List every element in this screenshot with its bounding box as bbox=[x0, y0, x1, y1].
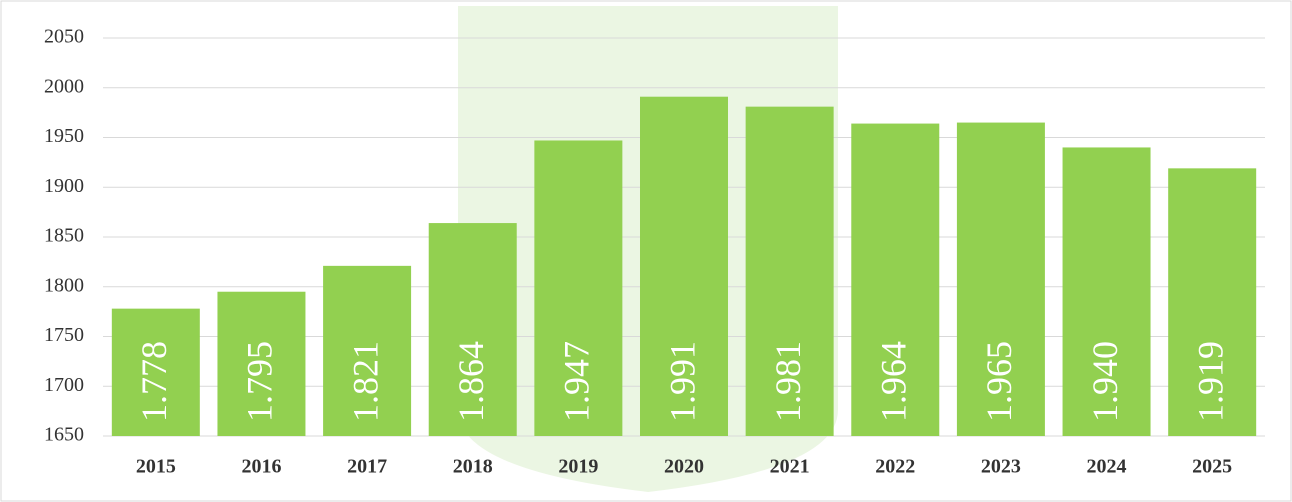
y-tick-label: 1700 bbox=[44, 374, 84, 396]
x-tick-label: 2022 bbox=[875, 456, 915, 478]
value-label: 1.940 bbox=[1085, 341, 1125, 422]
y-tick-label: 1900 bbox=[44, 175, 84, 197]
x-tick-label: 2023 bbox=[981, 456, 1021, 478]
x-tick-label: 2024 bbox=[1087, 456, 1127, 478]
y-tick-label: 1750 bbox=[44, 324, 84, 346]
x-tick-label: 2025 bbox=[1192, 456, 1232, 478]
y-tick-label: 2000 bbox=[44, 75, 84, 97]
x-tick-label: 2020 bbox=[664, 456, 704, 478]
x-tick-label: 2015 bbox=[136, 456, 176, 478]
y-tick-label: 2050 bbox=[44, 26, 84, 48]
value-label: 1.919 bbox=[1190, 341, 1230, 422]
value-label: 1.795 bbox=[240, 341, 280, 422]
value-label: 1.965 bbox=[979, 341, 1019, 422]
value-label: 1.947 bbox=[557, 341, 597, 422]
y-tick-label: 1850 bbox=[44, 225, 84, 247]
y-tick-label: 1950 bbox=[44, 125, 84, 147]
chart: 1650 1700 1750 1800 1850 1900 1950 2000 2050 2015… bbox=[0, 0, 1292, 502]
x-tick-label: 2017 bbox=[347, 456, 387, 478]
x-tick-label: 2016 bbox=[241, 456, 281, 478]
value-label: 1.991 bbox=[662, 341, 702, 422]
value-label: 1.964 bbox=[874, 341, 914, 422]
y-tick-label: 1800 bbox=[44, 274, 84, 296]
x-tick-label: 2019 bbox=[558, 456, 598, 478]
value-label: 1.864 bbox=[451, 341, 491, 422]
x-tick-label: 2018 bbox=[453, 456, 493, 478]
y-tick-label: 1650 bbox=[44, 424, 84, 446]
value-label: 1.821 bbox=[345, 341, 385, 422]
value-label: 1.778 bbox=[134, 341, 174, 422]
value-label: 1.981 bbox=[768, 341, 808, 422]
x-tick-label: 2021 bbox=[770, 456, 810, 478]
